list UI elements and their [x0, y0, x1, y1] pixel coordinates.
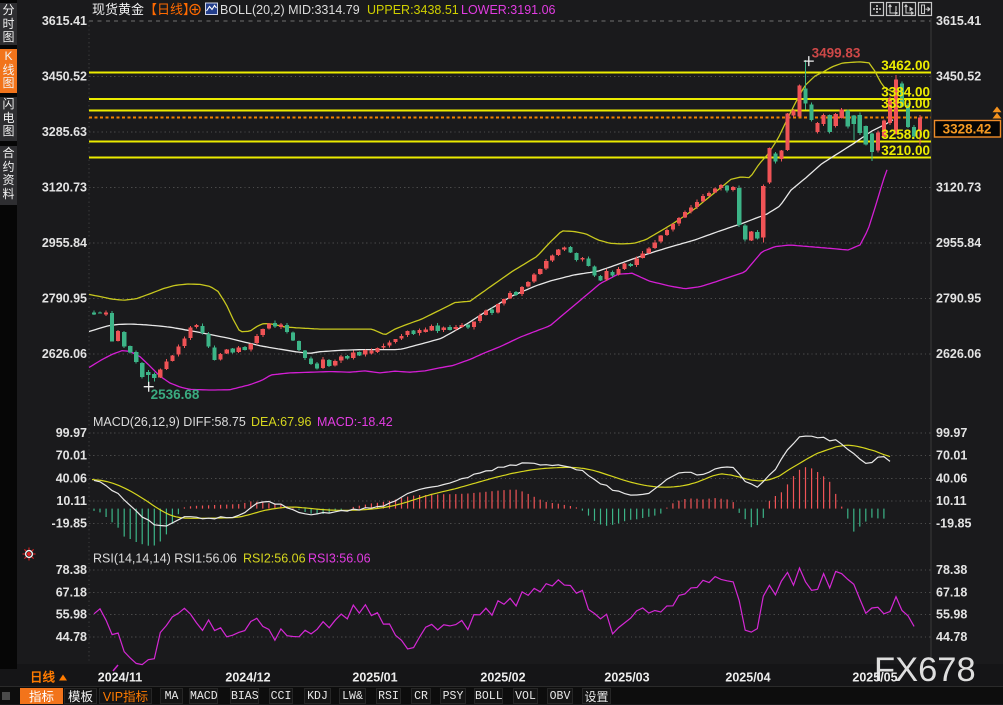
svg-text:-19.85: -19.85: [52, 517, 87, 531]
svg-text:FX678: FX678: [874, 651, 976, 689]
svg-text:2024/12: 2024/12: [225, 671, 270, 685]
svg-text:3210.00: 3210.00: [881, 143, 930, 158]
svg-text:2955.84: 2955.84: [936, 236, 981, 250]
svg-text:2025/04: 2025/04: [725, 671, 770, 685]
svg-text:3350.00: 3350.00: [881, 96, 930, 111]
svg-text:2025/02: 2025/02: [480, 671, 525, 685]
svg-text:55.98: 55.98: [936, 608, 967, 622]
svg-text:3328.42: 3328.42: [943, 122, 992, 137]
svg-text:3615.41: 3615.41: [42, 14, 87, 28]
svg-text:3499.83: 3499.83: [812, 46, 861, 61]
svg-text:3450.52: 3450.52: [42, 70, 87, 84]
svg-text:3258.00: 3258.00: [881, 127, 930, 142]
svg-text:3450.52: 3450.52: [936, 70, 981, 84]
svg-text:55.98: 55.98: [56, 608, 87, 622]
svg-text:2790.95: 2790.95: [42, 292, 87, 306]
svg-text:LOWER:3191.06: LOWER:3191.06: [461, 3, 556, 17]
svg-text:10.11: 10.11: [56, 494, 87, 508]
svg-text:现货黄金【日线】: 现货黄金【日线】: [92, 2, 196, 17]
svg-text:40.06: 40.06: [56, 471, 87, 485]
svg-text:3384.00: 3384.00: [881, 84, 930, 99]
svg-text:日线: 日线: [30, 670, 56, 685]
svg-text:99.97: 99.97: [936, 426, 967, 440]
svg-text:70.01: 70.01: [56, 449, 87, 463]
svg-text:67.18: 67.18: [56, 585, 87, 599]
svg-text:2626.06: 2626.06: [936, 347, 981, 361]
svg-text:78.38: 78.38: [56, 563, 87, 577]
svg-text:2536.68: 2536.68: [151, 387, 200, 402]
svg-text:BOLL(20,2) MID:3314.79: BOLL(20,2) MID:3314.79: [220, 3, 360, 17]
svg-text:UPPER:3438.51: UPPER:3438.51: [367, 3, 459, 17]
svg-text:-19.85: -19.85: [936, 517, 971, 531]
svg-text:44.78: 44.78: [936, 630, 967, 644]
svg-text:2955.84: 2955.84: [42, 236, 87, 250]
svg-text:67.18: 67.18: [936, 585, 967, 599]
svg-text:78.38: 78.38: [936, 563, 967, 577]
svg-text:2025/05: 2025/05: [852, 671, 897, 685]
svg-text:2626.06: 2626.06: [42, 347, 87, 361]
svg-text:3285.63: 3285.63: [42, 125, 87, 139]
svg-text:2790.95: 2790.95: [936, 292, 981, 306]
svg-text:2025/03: 2025/03: [604, 671, 649, 685]
svg-text:3120.73: 3120.73: [42, 181, 87, 195]
svg-text:2024/11: 2024/11: [98, 671, 143, 685]
svg-text:70.01: 70.01: [936, 449, 967, 463]
svg-text:RSI(14,14,14) RSI1:56.06 RSI2:: RSI(14,14,14) RSI1:56.06 RSI2:56.06 RSI3…: [93, 552, 371, 566]
svg-text:2025/01: 2025/01: [352, 671, 397, 685]
svg-text:10.11: 10.11: [936, 494, 967, 508]
svg-text:3615.41: 3615.41: [936, 14, 981, 28]
svg-text:3120.73: 3120.73: [936, 181, 981, 195]
svg-text:40.06: 40.06: [936, 471, 967, 485]
svg-text:MACD(26,12,9) DIFF:58.75 DEA:6: MACD(26,12,9) DIFF:58.75 DEA:67.96 MACD:…: [93, 415, 393, 429]
svg-text:99.97: 99.97: [56, 426, 87, 440]
svg-text:3462.00: 3462.00: [881, 58, 930, 73]
svg-text:44.78: 44.78: [56, 630, 87, 644]
